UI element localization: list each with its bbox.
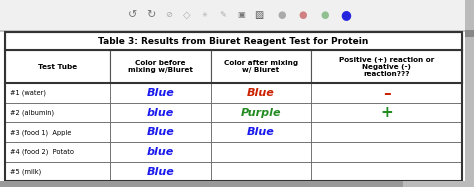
- Bar: [5, 32, 462, 50]
- Text: #1 (water): #1 (water): [10, 90, 46, 96]
- Text: #2 (albumin): #2 (albumin): [10, 109, 54, 116]
- Text: Blue: Blue: [247, 127, 275, 137]
- Bar: [311, 83, 462, 103]
- Bar: [311, 162, 462, 181]
- Bar: [5, 122, 110, 142]
- Text: ✳: ✳: [202, 12, 208, 18]
- Bar: [311, 142, 462, 162]
- Bar: [311, 122, 462, 142]
- Text: #4 (food 2)  Potato: #4 (food 2) Potato: [10, 149, 74, 155]
- Text: ▨: ▨: [254, 10, 264, 20]
- Bar: [210, 162, 311, 181]
- Text: Positive (+) reaction or
Negative (-)
reaction???: Positive (+) reaction or Negative (-) re…: [339, 57, 434, 77]
- Text: blue: blue: [146, 147, 174, 157]
- Bar: [110, 103, 210, 122]
- Text: Color after mixing
w/ Biuret: Color after mixing w/ Biuret: [224, 60, 298, 73]
- Text: ●: ●: [299, 10, 307, 20]
- Bar: [0, 0, 474, 30]
- Bar: [110, 162, 210, 181]
- Text: #3 (food 1)  Apple: #3 (food 1) Apple: [10, 129, 72, 136]
- Text: Color before
mixing w/Biuret: Color before mixing w/Biuret: [128, 60, 193, 73]
- Text: Blue: Blue: [146, 167, 174, 177]
- Bar: [311, 50, 462, 83]
- Text: Purple: Purple: [241, 108, 281, 118]
- Text: +: +: [380, 105, 393, 120]
- Text: Table 3: Results from Biuret Reagent Test for Protein: Table 3: Results from Biuret Reagent Tes…: [98, 37, 369, 46]
- Text: Blue: Blue: [146, 127, 174, 137]
- Bar: [210, 83, 311, 103]
- Text: Blue: Blue: [247, 88, 275, 98]
- Text: ↺: ↺: [128, 10, 137, 20]
- Bar: [110, 142, 210, 162]
- Bar: [110, 50, 210, 83]
- Bar: [210, 122, 311, 142]
- Bar: [5, 83, 110, 103]
- Bar: [0, 181, 474, 187]
- Bar: [465, 30, 474, 37]
- Bar: [210, 103, 311, 122]
- Text: –: –: [383, 85, 391, 101]
- Bar: [5, 32, 462, 181]
- Bar: [465, 0, 474, 187]
- Text: ⊘: ⊘: [165, 10, 172, 19]
- Bar: [210, 142, 311, 162]
- Text: ▣: ▣: [237, 10, 245, 19]
- Text: Blue: Blue: [146, 88, 174, 98]
- Text: blue: blue: [146, 108, 174, 118]
- Bar: [5, 50, 110, 83]
- Text: Test Tube: Test Tube: [38, 64, 77, 70]
- Bar: [210, 50, 311, 83]
- Bar: [110, 122, 210, 142]
- Text: ●: ●: [340, 8, 351, 22]
- Bar: [311, 103, 462, 122]
- Text: ✎: ✎: [219, 10, 226, 19]
- Bar: [0, 32, 474, 181]
- Text: ◇: ◇: [183, 10, 191, 20]
- Text: #5 (milk): #5 (milk): [10, 168, 41, 175]
- Bar: [5, 162, 110, 181]
- Text: ●: ●: [320, 10, 328, 20]
- Text: ●: ●: [277, 10, 286, 20]
- Bar: [5, 142, 110, 162]
- Bar: [0, 181, 403, 187]
- Bar: [5, 103, 110, 122]
- Text: ↻: ↻: [146, 10, 155, 20]
- Bar: [110, 83, 210, 103]
